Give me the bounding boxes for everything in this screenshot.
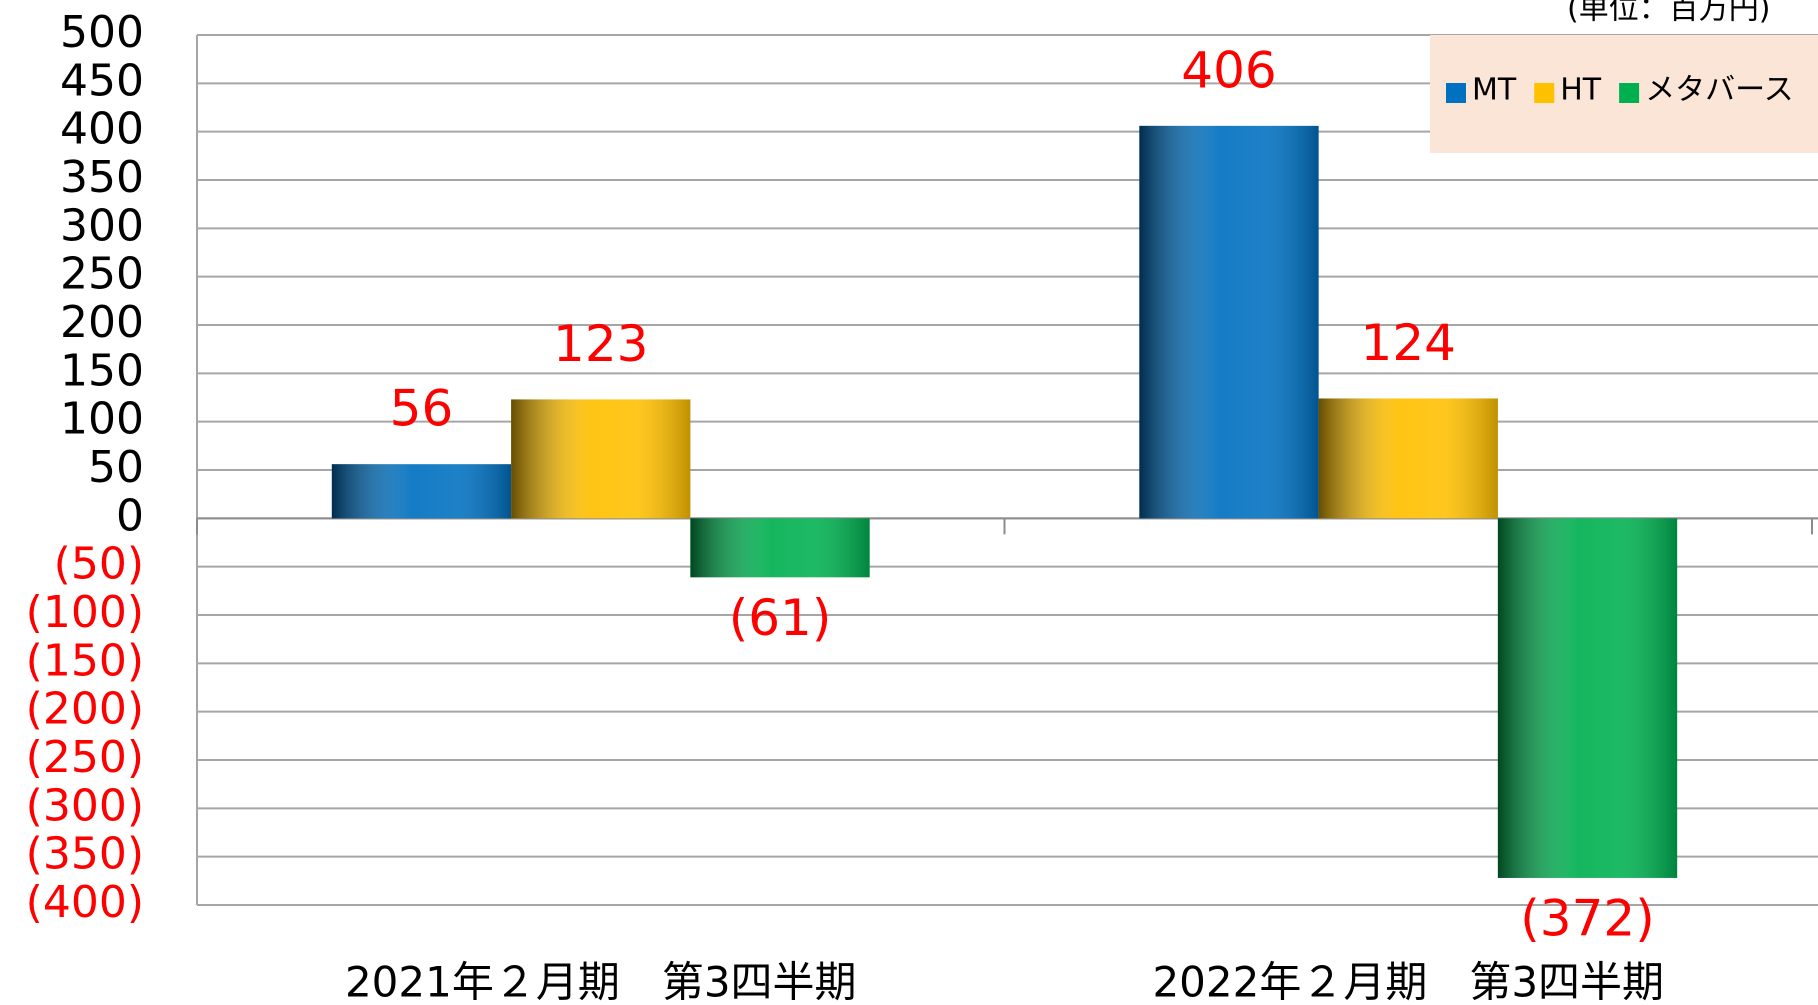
y-tick-label: 150: [60, 345, 144, 396]
y-tick-label: 50: [88, 442, 144, 493]
y-tick-label: 0: [116, 490, 144, 541]
y-tick-label: (250): [26, 732, 144, 783]
y-tick-label: (350): [26, 829, 144, 880]
y-tick-label: (300): [26, 780, 144, 831]
y-tick-label: 350: [60, 152, 144, 203]
data-label: 123: [553, 315, 648, 373]
y-tick-label: (400): [26, 877, 144, 928]
bar-shade: [690, 518, 870, 578]
data-label: 124: [1361, 314, 1456, 372]
legend-label: HT: [1560, 73, 1602, 108]
data-label: (372): [1520, 889, 1654, 947]
y-tick-label: 500: [60, 7, 144, 58]
legend-swatch: [1446, 83, 1466, 103]
unit-label: (単位：百万円): [1567, 0, 1770, 27]
data-label: (61): [729, 589, 832, 647]
y-tick-label: 300: [60, 200, 144, 251]
bar-shade: [511, 399, 691, 519]
bar-shade: [331, 464, 512, 519]
legend-label: メタバース: [1645, 73, 1794, 108]
y-tick-label: (200): [26, 684, 144, 735]
legend-swatch: [1619, 83, 1640, 103]
bar-shade: [1497, 518, 1678, 878]
y-tick-label: 100: [60, 394, 144, 445]
bar-shade: [1318, 398, 1498, 519]
y-tick-label: (50): [54, 539, 144, 590]
y-tick-label: 400: [60, 104, 144, 155]
y-tick-label: (150): [26, 635, 144, 686]
legend-label: MT: [1472, 73, 1517, 108]
y-tick-label: (100): [26, 587, 144, 638]
data-label: 406: [1181, 41, 1276, 99]
y-tick-label: 200: [60, 297, 144, 348]
bar-shade: [1139, 125, 1319, 519]
x-tick-label: 2022年２月期 第3四半期: [1152, 958, 1664, 1005]
y-tick-label: 450: [60, 55, 144, 106]
x-tick-label: 2021年２月期 第3四半期: [345, 958, 857, 1005]
y-tick-label: 250: [60, 249, 144, 300]
data-label: 56: [390, 380, 454, 438]
legend-swatch: [1534, 83, 1555, 103]
